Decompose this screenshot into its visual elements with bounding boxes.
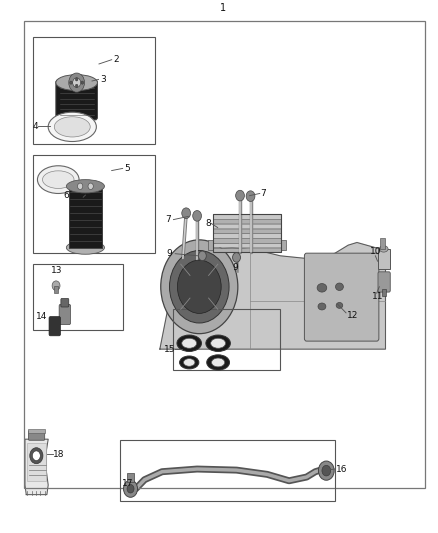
Circle shape [88, 183, 93, 189]
Circle shape [124, 480, 138, 497]
FancyBboxPatch shape [49, 317, 60, 336]
Text: 3: 3 [100, 75, 106, 84]
Bar [33, 37, 155, 144]
Text: 2: 2 [113, 55, 119, 64]
Bar [382, 289, 386, 296]
Bar [27, 443, 46, 481]
Bar [380, 238, 385, 249]
Polygon shape [160, 243, 385, 349]
Bar [33, 264, 123, 330]
Bar [208, 240, 213, 250]
Circle shape [73, 78, 81, 87]
FancyBboxPatch shape [61, 298, 69, 307]
Ellipse shape [336, 283, 343, 290]
Text: 16: 16 [336, 465, 348, 473]
Text: 9: 9 [232, 263, 238, 272]
Ellipse shape [54, 117, 90, 137]
Bar [24, 21, 425, 488]
Ellipse shape [184, 359, 195, 366]
Circle shape [32, 451, 40, 461]
Text: 11: 11 [372, 292, 384, 301]
Bar [28, 429, 45, 433]
Ellipse shape [177, 335, 201, 351]
Bar [213, 224, 281, 228]
Bar [33, 155, 155, 253]
Circle shape [30, 448, 43, 464]
Circle shape [170, 251, 229, 323]
FancyBboxPatch shape [304, 253, 379, 341]
Ellipse shape [206, 335, 230, 351]
Ellipse shape [180, 356, 199, 369]
Bar [69, 187, 102, 247]
Bar [213, 238, 281, 243]
Polygon shape [25, 439, 48, 495]
Circle shape [246, 191, 255, 201]
Ellipse shape [67, 241, 104, 254]
Circle shape [69, 73, 85, 92]
FancyBboxPatch shape [378, 272, 390, 292]
Circle shape [233, 253, 240, 262]
Ellipse shape [379, 246, 388, 252]
Circle shape [78, 183, 83, 189]
Bar [173, 309, 280, 370]
Circle shape [127, 484, 134, 493]
FancyBboxPatch shape [28, 431, 45, 440]
Ellipse shape [318, 303, 326, 310]
Circle shape [236, 190, 244, 201]
Circle shape [177, 260, 221, 313]
Circle shape [198, 251, 206, 261]
Ellipse shape [42, 171, 74, 189]
Bar [281, 240, 286, 250]
Bar [213, 233, 281, 238]
Ellipse shape [336, 303, 343, 308]
Bar [213, 219, 281, 223]
Bar [120, 440, 335, 501]
Ellipse shape [212, 358, 225, 367]
Text: 13: 13 [51, 266, 62, 274]
Bar [213, 248, 281, 252]
Bar [213, 243, 281, 247]
Bar [54, 286, 58, 293]
Circle shape [70, 81, 72, 84]
Circle shape [81, 81, 84, 84]
FancyBboxPatch shape [59, 304, 71, 325]
Bar [213, 214, 281, 252]
Text: 6: 6 [64, 191, 69, 199]
Text: 18: 18 [53, 450, 65, 458]
Text: 12: 12 [347, 311, 359, 319]
Circle shape [75, 84, 78, 87]
Bar [213, 229, 281, 233]
Ellipse shape [67, 180, 104, 193]
Text: 7: 7 [261, 189, 266, 198]
Bar [378, 249, 390, 269]
Text: 17: 17 [122, 480, 133, 488]
Text: 7: 7 [166, 215, 171, 224]
Ellipse shape [317, 284, 327, 292]
Ellipse shape [56, 75, 97, 91]
Ellipse shape [182, 338, 197, 348]
FancyBboxPatch shape [56, 80, 97, 120]
Ellipse shape [52, 281, 60, 290]
Text: 9: 9 [166, 249, 172, 258]
Circle shape [318, 461, 334, 480]
Text: 4: 4 [33, 122, 39, 131]
Ellipse shape [38, 166, 79, 193]
Bar [213, 214, 281, 219]
Text: 5: 5 [124, 164, 130, 173]
Text: 8: 8 [205, 219, 211, 228]
Text: 14: 14 [36, 312, 48, 320]
Ellipse shape [48, 112, 96, 142]
Circle shape [182, 208, 191, 219]
Circle shape [193, 211, 201, 221]
Circle shape [75, 78, 78, 81]
Circle shape [161, 240, 238, 334]
Ellipse shape [211, 338, 226, 348]
Text: 1: 1 [220, 3, 226, 13]
Text: 15: 15 [164, 345, 176, 353]
Bar [127, 473, 134, 482]
Ellipse shape [207, 355, 230, 370]
Text: 10: 10 [370, 247, 381, 256]
Circle shape [322, 465, 331, 476]
